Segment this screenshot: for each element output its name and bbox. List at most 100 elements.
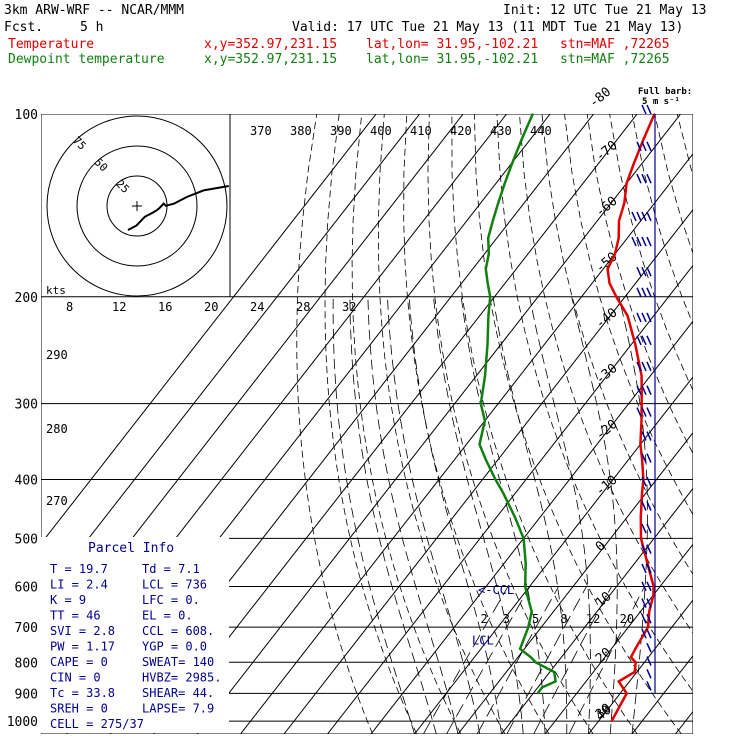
- dry-adiabat: [496, 114, 693, 693]
- temperature-point: [652, 594, 655, 596]
- hodo-speed-label: 32: [342, 300, 356, 314]
- moist-adiabat: [433, 296, 524, 734]
- temperature-point: [610, 720, 613, 722]
- dry-adiabat: [296, 114, 373, 734]
- temperature-point: [640, 375, 643, 377]
- dry-adiabat: [609, 114, 693, 392]
- isotherm-label: -30: [593, 361, 621, 388]
- dry-adiabat: [324, 114, 418, 734]
- isotherm: [457, 431, 693, 734]
- hodo-ring-label: 50: [92, 156, 111, 175]
- mixing-ratio-label: 12: [586, 612, 600, 626]
- pressure-label-300: 300: [15, 398, 38, 413]
- wind-barb: [646, 361, 652, 372]
- isotherm: [41, 114, 377, 545]
- wind-barb: [641, 266, 647, 277]
- wind-barb: [641, 104, 647, 115]
- temperature-legend: Temperature: [8, 37, 94, 52]
- dewpoint-point: [536, 692, 539, 695]
- wind-barb: [636, 287, 642, 298]
- init-time: Init: 12 UTC Tue 21 May 13: [503, 3, 707, 18]
- moist-adiabat: [367, 296, 459, 734]
- theta-label: 420: [450, 124, 472, 138]
- isotherm: [153, 114, 638, 734]
- dewpoint-point: [489, 296, 492, 298]
- wind-barb: [646, 656, 652, 666]
- parcel-value-left: CIN = 0: [50, 671, 101, 685]
- dewpoint-point: [485, 268, 487, 270]
- temperature-point: [608, 282, 611, 285]
- dry-adiabat: [519, 114, 693, 634]
- wind-barb: [646, 681, 652, 691]
- parcel-value-right: YGP = 0.0: [142, 640, 207, 654]
- dewpoint-point: [534, 661, 537, 664]
- parcel-value-right: Td = 7.1: [142, 562, 200, 576]
- theta-e-label: 290: [46, 348, 68, 362]
- dewpoint-point: [504, 182, 506, 184]
- wind-barb: [646, 453, 652, 463]
- wind-barb: [646, 312, 652, 323]
- wind-barb: [641, 335, 647, 346]
- pressure-label-900: 900: [15, 687, 38, 702]
- wind-barb: [636, 407, 642, 417]
- wind-barb: [636, 312, 642, 323]
- wind-barb: [641, 407, 647, 417]
- dewpoint-point: [553, 671, 555, 673]
- parcel-value-left: CAPE = 0: [50, 655, 108, 669]
- dry-adiabat: [541, 114, 693, 576]
- dewpoint-point: [478, 443, 481, 446]
- dewpoint-point: [530, 656, 532, 659]
- dry-adiabat: [700, 114, 740, 734]
- pressure-label-200: 200: [15, 291, 38, 306]
- isotherm-label: -40: [593, 305, 621, 332]
- wind-barb: [646, 173, 652, 184]
- wind-barb: [641, 613, 647, 624]
- isotherm: [588, 599, 693, 734]
- wind-barb: [646, 544, 652, 555]
- dewpoint-point: [531, 113, 534, 115]
- isotherm-label: -80: [587, 84, 615, 111]
- isotherm-label: 0: [593, 538, 609, 555]
- parcel-value-left: PW = 1.17: [50, 640, 115, 654]
- dry-adiabat: [403, 114, 550, 734]
- hodo-unit-label: kts: [46, 284, 66, 297]
- temperature-point: [625, 182, 628, 184]
- dry-adiabat: [377, 114, 506, 734]
- temperature-point: [634, 344, 637, 346]
- parcel-value-right: LFC = 0.: [142, 593, 200, 607]
- temperature-point: [618, 220, 620, 222]
- temperature-line: [606, 113, 656, 722]
- temperature-point: [652, 585, 655, 588]
- isotherm: [501, 487, 693, 734]
- parcel-value-right: LAPSE= 7.9: [142, 702, 214, 716]
- mixing-ratio-line: [423, 586, 509, 734]
- dewpoint-point: [526, 594, 528, 596]
- dry-adiabat: [654, 114, 693, 255]
- dewpoint-point: [527, 626, 530, 628]
- isotherm-label: -70: [593, 138, 621, 165]
- wind-barb: [636, 141, 642, 152]
- isotherm: [631, 654, 693, 734]
- dewpoint-point: [484, 419, 486, 422]
- dewpoint-point: [522, 537, 525, 540]
- parcel-value-left: CELL = 275/37: [50, 717, 144, 731]
- dewpoint-xy: x,y=352.97,231.15: [204, 52, 337, 67]
- dry-adiabat: [631, 114, 693, 326]
- wind-barb: [641, 523, 647, 534]
- isotherm: [544, 543, 693, 734]
- parcel-value-left: LI = 2.4: [50, 578, 108, 592]
- pressure-label-100: 100: [15, 108, 38, 123]
- temperature-point: [640, 515, 642, 518]
- temperature-point: [634, 648, 637, 650]
- hodo-trace: [127, 185, 229, 231]
- dewpoint-point: [486, 282, 489, 285]
- dewpoint-legend: Dewpoint temperature: [8, 52, 165, 67]
- wind-barb: [646, 335, 652, 346]
- theta-e-label: 270: [46, 494, 68, 508]
- theta-e-label: 280: [46, 422, 68, 436]
- temperature-point: [615, 296, 618, 298]
- wind-barb: [646, 266, 652, 277]
- dry-adiabat: [722, 114, 740, 734]
